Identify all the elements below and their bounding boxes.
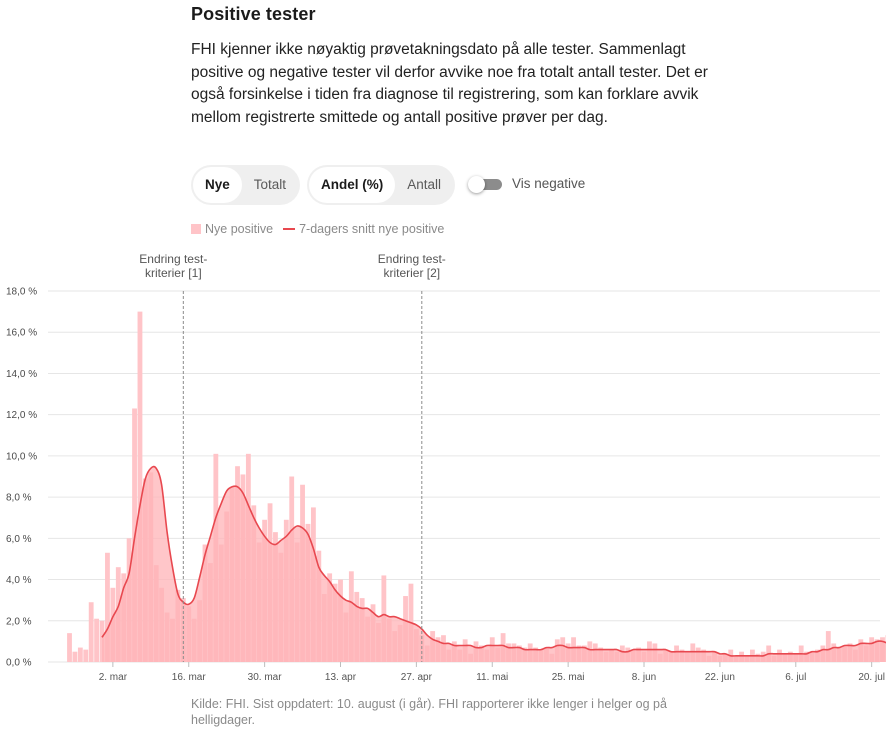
legend-line-label: 7-dagers snitt nye positive	[299, 222, 445, 236]
chart-legend: Nye positive 7-dagers snitt nye positive	[191, 222, 444, 236]
rolling-average-area	[102, 466, 886, 662]
y-tick-label: 8,0 %	[6, 493, 32, 504]
bar	[137, 311, 143, 662]
x-tick-label: 11. mai	[476, 672, 508, 683]
y-tick-label: 14,0 %	[6, 369, 37, 380]
show-negative-switch[interactable]	[468, 176, 502, 193]
x-tick-label: 2. mar	[99, 672, 128, 683]
mode-option-new[interactable]: Nye	[193, 167, 242, 203]
switch-track	[474, 179, 502, 190]
x-tick-label: 22. jun	[705, 672, 735, 683]
x-tick-label: 25. mai	[552, 672, 585, 683]
annotation-label: Endring test-	[378, 252, 446, 266]
y-tick-label: 16,0 %	[6, 328, 37, 339]
y-tick-label: 0,0 %	[6, 658, 32, 669]
mode-option-total[interactable]: Totalt	[253, 177, 287, 192]
section-description: FHI kjenner ikke nøyaktig prøvetakningsd…	[191, 41, 708, 126]
annotation-layer: Endring test-kriterier [1]Endring test-k…	[139, 252, 446, 662]
show-negative-label: Vis negative	[512, 176, 586, 191]
x-tick-label: 8. jun	[632, 672, 656, 683]
x-tick-label: 16. mar	[172, 672, 207, 683]
switch-knob	[468, 176, 485, 193]
positive-tests-chart: Endring test-kriterier [1]Endring test-k…	[6, 252, 886, 684]
rolling-average-line	[101, 465, 886, 657]
bar	[67, 633, 72, 662]
bar	[94, 618, 100, 662]
y-tick-label: 6,0 %	[6, 534, 32, 545]
bar	[105, 552, 110, 662]
annotation-label: kriterier [1]	[145, 266, 202, 280]
bar	[77, 647, 83, 662]
section-title: Positive tester	[191, 4, 316, 24]
unit-toggle-group: Andel (%) Antall	[307, 165, 456, 205]
area-layer	[101, 465, 886, 662]
mode-toggle-group: Nye Totalt	[191, 165, 301, 205]
x-tick-label: 30. mar	[248, 672, 283, 683]
bar	[88, 602, 94, 662]
bar	[72, 651, 78, 662]
source-note: Kilde: FHI. Sist oppdatert: 10. august (…	[191, 697, 667, 727]
x-tick-label: 27. apr	[401, 672, 433, 683]
x-tick-label: 13. apr	[325, 672, 357, 683]
legend-bar-swatch	[191, 224, 201, 234]
x-tick-label: 6. jul	[785, 672, 806, 683]
legend-bars-label: Nye positive	[205, 222, 274, 236]
bar	[825, 631, 831, 662]
y-tick-label: 12,0 %	[6, 410, 37, 421]
unit-option-count[interactable]: Antall	[407, 177, 442, 192]
unit-option-share[interactable]: Andel (%)	[309, 167, 396, 203]
y-tick-label: 4,0 %	[6, 575, 32, 586]
y-tick-label: 10,0 %	[6, 451, 37, 462]
bar	[83, 649, 89, 662]
annotation-label: kriterier [2]	[383, 266, 440, 280]
axis-layer: 0,0 % 2,0 % 4,0 % 6,0 % 8,0 % 10,0 % 12,0 % 14,…	[6, 287, 885, 684]
y-tick-label: 2,0 %	[6, 616, 32, 627]
annotation-label: Endring test-	[139, 252, 207, 266]
x-tick-label: 20. jul	[858, 672, 885, 683]
y-tick-label: 18,0 %	[6, 287, 37, 298]
legend-line-swatch	[283, 228, 296, 230]
